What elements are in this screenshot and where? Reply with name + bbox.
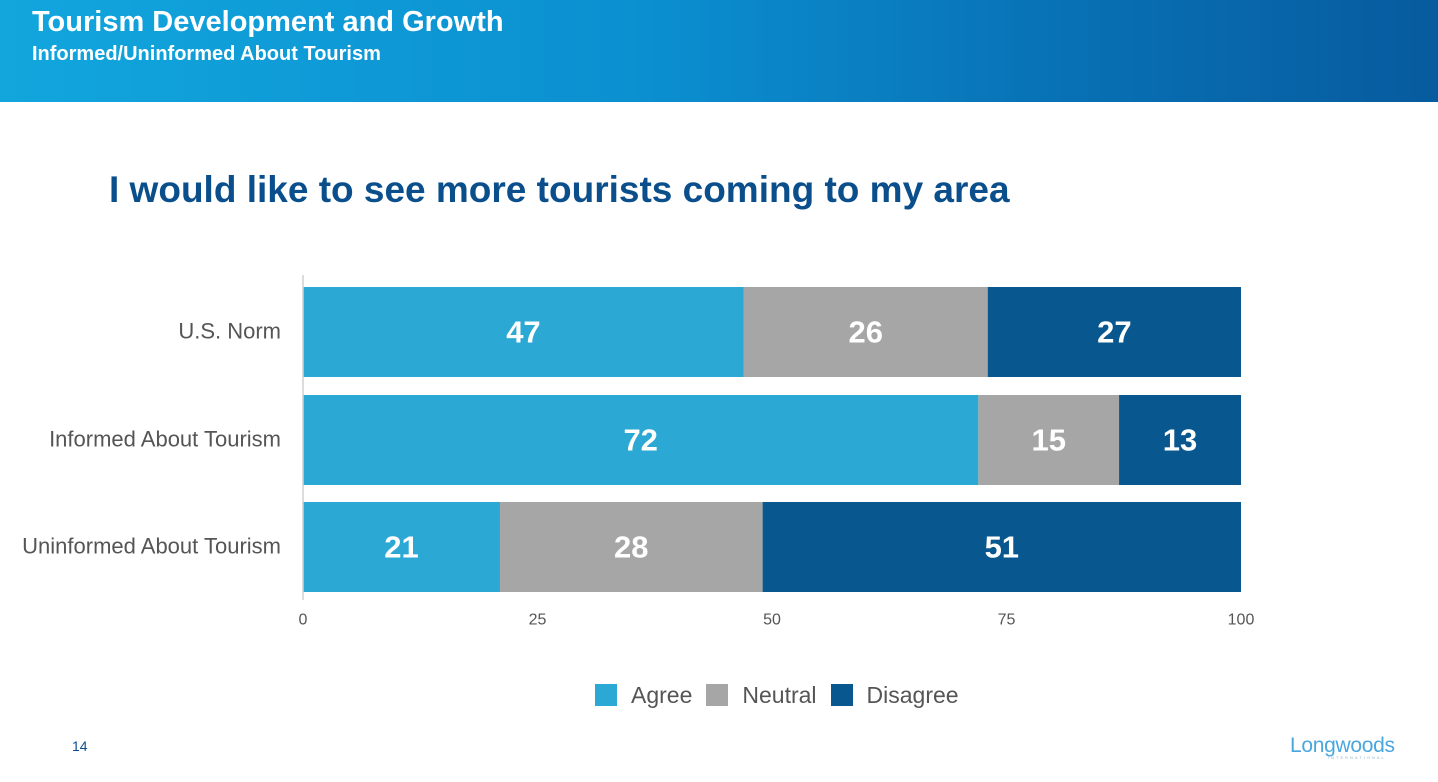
bar-segment-neutral bbox=[499, 502, 763, 592]
legend-item-neutral: Neutral bbox=[706, 681, 817, 709]
bar-segment-agree bbox=[303, 395, 979, 485]
data-label: 21 bbox=[384, 530, 418, 565]
x-tick-label: 50 bbox=[763, 612, 781, 629]
data-label: 27 bbox=[1097, 315, 1131, 350]
legend-item-disagree: Disagree bbox=[830, 681, 959, 709]
slide-subtitle: Informed/Uninformed About Tourism bbox=[32, 43, 381, 65]
slide-title: Tourism Development and Growth bbox=[32, 6, 504, 38]
legend-label: Neutral bbox=[742, 681, 817, 708]
data-label: 72 bbox=[623, 423, 657, 458]
legend-swatch bbox=[706, 684, 729, 706]
x-tick-label: 100 bbox=[1228, 612, 1255, 629]
x-tick-label: 75 bbox=[998, 612, 1016, 629]
logo-wordmark: Longwoods bbox=[1290, 734, 1395, 757]
data-label: 13 bbox=[1163, 423, 1197, 458]
logo-subtext: INTERNATIONAL bbox=[1328, 755, 1386, 760]
legend-label: Disagree bbox=[866, 681, 959, 708]
longwoods-logo: Longwoods INTERNATIONAL bbox=[1288, 734, 1402, 764]
page-number: 14 bbox=[72, 738, 88, 754]
x-tick-label: 0 bbox=[299, 612, 308, 629]
legend-swatch bbox=[830, 684, 853, 706]
bar-segment-disagree bbox=[987, 287, 1241, 377]
data-label: 26 bbox=[849, 315, 883, 350]
x-tick-label: 25 bbox=[529, 612, 547, 629]
chart-question-title: I would like to see more tourists coming… bbox=[109, 169, 1010, 210]
bar-segment-neutral bbox=[978, 395, 1120, 485]
bar-segment-neutral bbox=[743, 287, 988, 377]
category-label: Informed About Tourism bbox=[49, 427, 281, 452]
chart-legend: Agree Neutral Disagree bbox=[595, 682, 973, 708]
data-label: 15 bbox=[1031, 423, 1065, 458]
category-label: U.S. Norm bbox=[178, 319, 281, 344]
bar-segment-disagree bbox=[1119, 395, 1241, 485]
data-label: 51 bbox=[985, 530, 1019, 565]
bar-segment-disagree bbox=[762, 502, 1241, 592]
category-label: Uninformed About Tourism bbox=[22, 534, 281, 559]
bar-segment-agree bbox=[303, 287, 744, 377]
legend-label: Agree bbox=[631, 681, 693, 708]
legend-item-agree: Agree bbox=[595, 682, 692, 709]
data-label: 28 bbox=[614, 530, 648, 565]
header-banner: Tourism Development and Growth Informed/… bbox=[0, 0, 1438, 102]
data-label: 47 bbox=[506, 315, 540, 350]
bar-segment-agree bbox=[303, 502, 500, 592]
legend-swatch bbox=[595, 684, 617, 706]
